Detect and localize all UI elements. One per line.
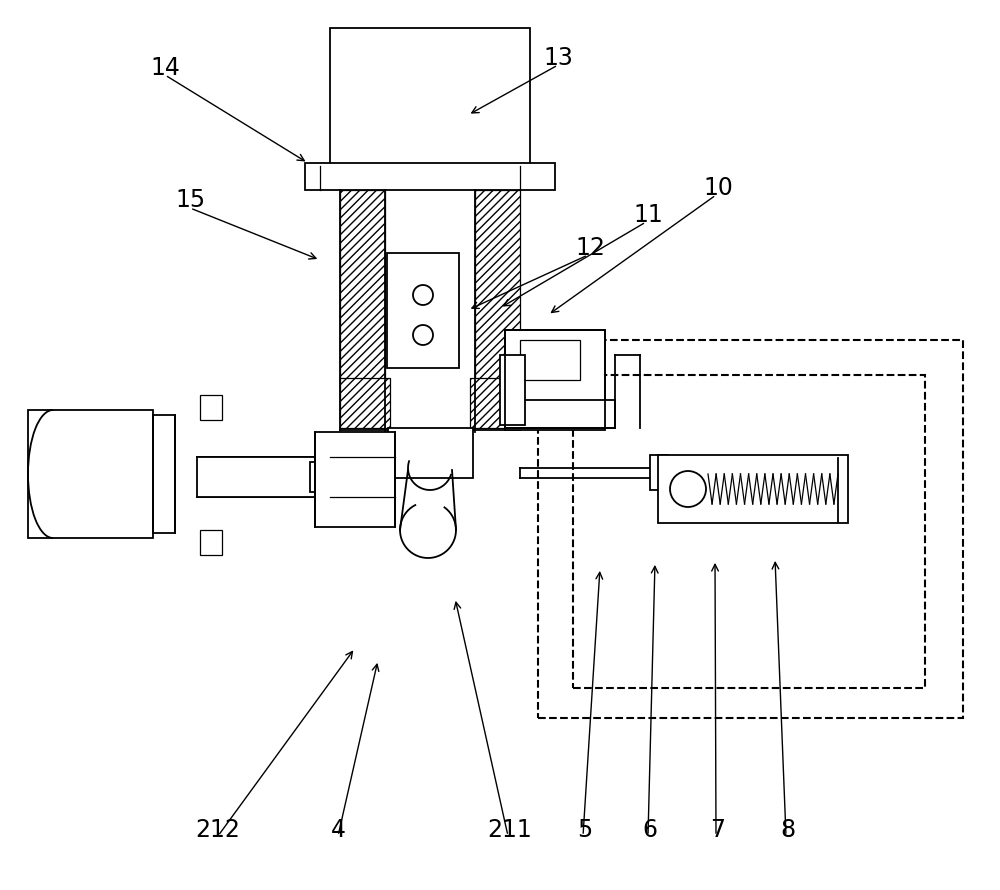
Bar [305, 163, 555, 190]
Bar [315, 432, 395, 527]
Text: 13: 13 [543, 46, 573, 70]
Bar [197, 457, 315, 497]
Text: 5: 5 [577, 818, 593, 842]
Bar [388, 428, 473, 478]
Bar [340, 378, 390, 428]
Bar [538, 340, 963, 718]
Bar [28, 410, 153, 538]
Text: 6: 6 [642, 818, 658, 842]
Bar [470, 378, 520, 428]
Bar [505, 330, 605, 430]
Bar [520, 340, 580, 380]
Bar [505, 400, 615, 428]
Bar [658, 455, 848, 523]
Circle shape [413, 325, 433, 345]
Text: 8: 8 [780, 818, 796, 842]
Bar [200, 530, 222, 555]
Bar [387, 253, 459, 368]
Text: 4: 4 [331, 818, 346, 842]
Bar [650, 455, 668, 490]
Bar [573, 375, 925, 688]
Text: 10: 10 [703, 176, 733, 200]
Text: 7: 7 [710, 818, 726, 842]
Bar [368, 453, 390, 488]
Bar [500, 355, 525, 425]
Bar [153, 415, 175, 533]
Circle shape [670, 471, 706, 507]
Circle shape [413, 285, 433, 305]
Bar [310, 462, 345, 492]
Text: 11: 11 [633, 203, 663, 227]
Text: 212: 212 [196, 818, 240, 842]
Text: 12: 12 [575, 236, 605, 260]
Text: 15: 15 [175, 188, 205, 212]
Bar [200, 395, 222, 420]
Bar [340, 190, 385, 420]
Text: 211: 211 [488, 818, 532, 842]
Text: 14: 14 [150, 56, 180, 80]
Bar [475, 190, 520, 420]
Bar [330, 28, 530, 165]
